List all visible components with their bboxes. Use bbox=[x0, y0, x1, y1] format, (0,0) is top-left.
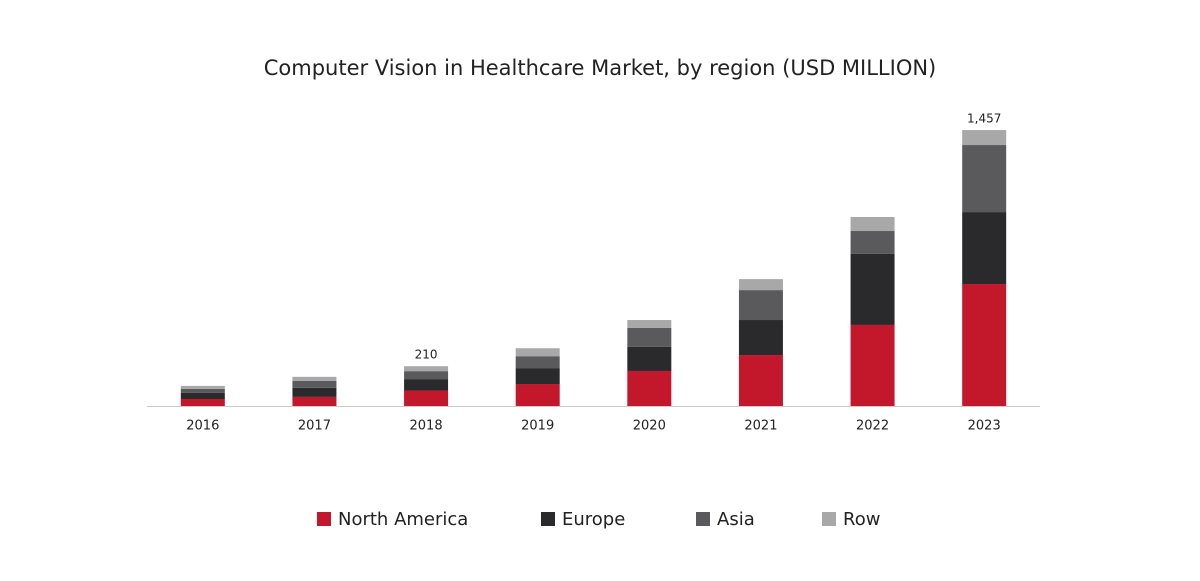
x-tick-label: 2023 bbox=[968, 419, 1001, 434]
chart-title: Computer Vision in Healthcare Market, by… bbox=[264, 56, 937, 80]
bar-segment bbox=[404, 366, 449, 372]
bar-segment bbox=[627, 370, 672, 406]
x-tick-label: 2018 bbox=[410, 419, 443, 434]
bar-segment bbox=[850, 253, 895, 325]
legend-label: Row bbox=[843, 509, 880, 530]
bar-segment bbox=[738, 279, 783, 291]
bar-segment bbox=[627, 346, 672, 371]
bar-segment bbox=[738, 355, 783, 406]
bar-segment bbox=[180, 385, 225, 389]
bar-segment bbox=[515, 356, 560, 369]
bar-segment bbox=[404, 390, 449, 406]
bar-segment bbox=[292, 380, 337, 388]
legend-label: Europe bbox=[562, 509, 625, 530]
bar-segment bbox=[738, 290, 783, 321]
bar-segment bbox=[180, 398, 225, 406]
bar-segment bbox=[292, 387, 337, 397]
legend-label: North America bbox=[338, 509, 468, 530]
legend-swatch bbox=[696, 512, 710, 526]
legend-swatch bbox=[317, 512, 331, 526]
x-tick-label: 2021 bbox=[744, 419, 777, 434]
bar-segment bbox=[292, 376, 337, 381]
bar-segment bbox=[962, 130, 1007, 146]
bar-segment bbox=[404, 371, 449, 380]
bar-segment bbox=[962, 284, 1007, 406]
bar-segment bbox=[292, 396, 337, 406]
bar-segment bbox=[515, 348, 560, 357]
bar-segment bbox=[180, 392, 225, 399]
x-tick-label: 2019 bbox=[521, 419, 554, 434]
x-tick-label: 2017 bbox=[298, 419, 331, 434]
x-tick-label: 2020 bbox=[633, 419, 666, 434]
bar-segment bbox=[962, 212, 1007, 285]
bar-segment bbox=[850, 324, 895, 406]
legend-label: Asia bbox=[717, 509, 755, 530]
bar-segment bbox=[404, 379, 449, 391]
bar-segment bbox=[962, 145, 1007, 213]
total-label: 210 bbox=[415, 348, 438, 362]
bar-segment bbox=[738, 320, 783, 356]
bar-segment bbox=[627, 327, 672, 347]
bar-segment bbox=[850, 217, 895, 232]
total-label: 1,457 bbox=[967, 112, 1001, 126]
legend-swatch bbox=[541, 512, 555, 526]
x-tick-label: 2016 bbox=[186, 419, 219, 434]
bar-segment bbox=[180, 388, 225, 393]
bar-segment bbox=[627, 320, 672, 328]
bar-segment bbox=[515, 368, 560, 385]
legend-swatch bbox=[822, 512, 836, 526]
x-tick-label: 2022 bbox=[856, 419, 889, 434]
bar-segment bbox=[850, 231, 895, 254]
bar-segment bbox=[515, 384, 560, 406]
